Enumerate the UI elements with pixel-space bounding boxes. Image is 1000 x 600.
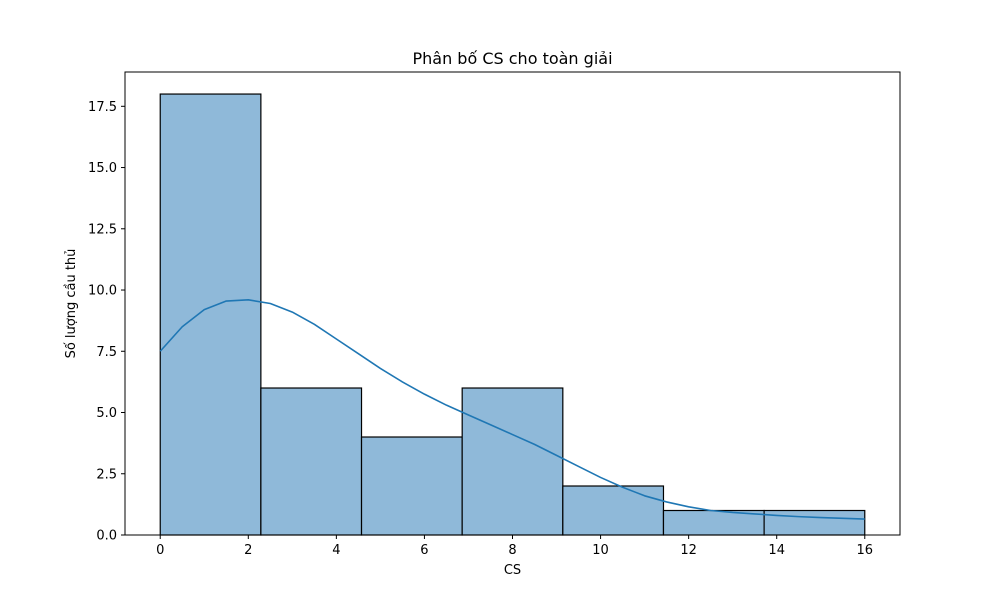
y-axis-label: Số lượng cầu thủ xyxy=(64,249,79,359)
x-tick-label: 14 xyxy=(768,543,785,558)
x-tick-label: 6 xyxy=(420,543,428,558)
histogram-bar xyxy=(159,93,262,536)
kde-layer xyxy=(159,299,865,520)
x-tick-label: 16 xyxy=(856,543,873,558)
x-tick-label: 2 xyxy=(244,543,252,558)
y-tick-label: 10.0 xyxy=(88,284,117,299)
kde-line xyxy=(159,299,865,520)
y-tick-label: 15.0 xyxy=(88,161,117,176)
y-tick-label: 2.5 xyxy=(96,467,117,482)
y-tick-label: 7.5 xyxy=(96,345,117,360)
histogram-bar xyxy=(763,509,866,536)
histogram-bar xyxy=(260,387,363,536)
y-axis: 0.0 2.5 5.0 7.5 10.0 12.5 15.0 17.5 xyxy=(88,100,125,544)
x-tick-label: 0 xyxy=(156,543,164,558)
y-tick-label: 5.0 xyxy=(96,406,117,421)
x-tick-label: 4 xyxy=(332,543,340,558)
x-tick-label: 8 xyxy=(508,543,516,558)
chart-title: Phân bố CS cho toàn giải xyxy=(412,49,612,68)
x-tick-label: 10 xyxy=(592,543,609,558)
x-axis-label: CS xyxy=(504,563,521,578)
y-tick-label: 17.5 xyxy=(88,100,117,115)
histogram-bar xyxy=(461,387,564,536)
histogram-bar xyxy=(360,436,463,536)
histogram-bar xyxy=(562,485,665,536)
x-tick-label: 12 xyxy=(680,543,697,558)
y-tick-label: 0.0 xyxy=(96,529,117,544)
x-axis: 0 2 4 6 8 10 12 14 16 xyxy=(156,535,873,558)
y-tick-label: 12.5 xyxy=(88,222,117,237)
bars-layer xyxy=(159,93,866,536)
